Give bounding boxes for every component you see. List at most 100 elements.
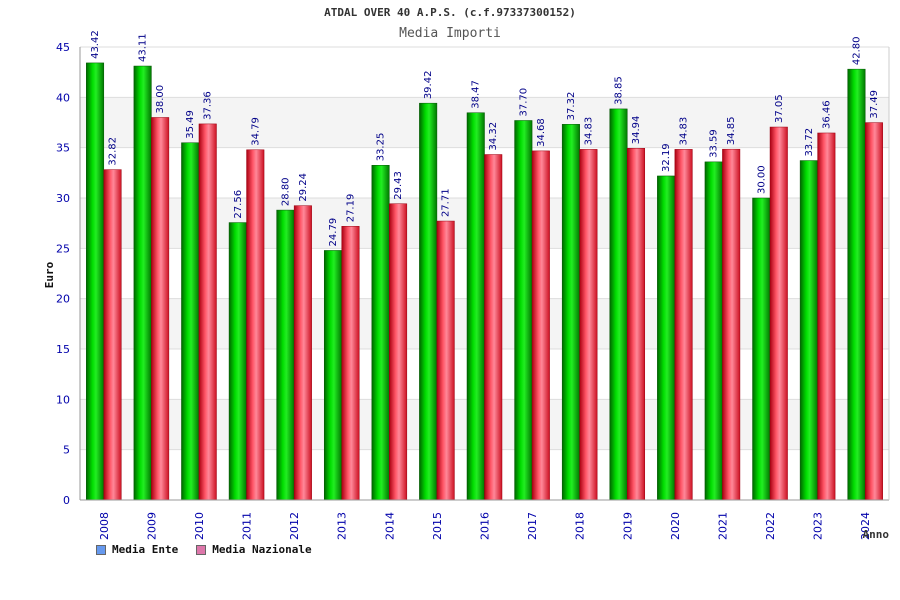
x-tick-label: 2008 <box>98 512 111 540</box>
legend-swatch-icon <box>196 544 207 555</box>
data-label: 34.83 <box>583 117 594 146</box>
bar-media-nazionale[interactable] <box>722 148 741 501</box>
data-label: 43.11 <box>138 33 149 62</box>
bar-media-nazionale[interactable] <box>864 122 883 501</box>
legend-label: Media Nazionale <box>212 543 312 556</box>
data-label: 34.79 <box>250 117 261 146</box>
data-label: 37.36 <box>203 91 214 120</box>
legend-item-media-nazionale[interactable]: Media Nazionale <box>196 543 312 556</box>
bar-media-nazionale[interactable] <box>531 150 550 501</box>
plot-band <box>80 47 889 98</box>
bar-media-ente[interactable] <box>847 68 866 501</box>
bar-media-nazionale[interactable] <box>627 148 646 501</box>
x-tick-label: 2015 <box>431 512 444 540</box>
bar-media-nazionale[interactable] <box>246 149 265 501</box>
bar-media-nazionale[interactable] <box>436 220 455 501</box>
data-label: 39.42 <box>423 71 434 100</box>
bar-media-ente[interactable] <box>133 65 152 501</box>
legend-swatch-icon <box>96 544 106 555</box>
x-tick-label: 2012 <box>288 512 301 540</box>
axes: 0 5 10 15 20 25 30 35 40 45 2008 2009 2010 2011 2012 20… <box>56 41 890 540</box>
y-tick-label: 5 <box>63 444 70 457</box>
data-label: 42.80 <box>851 37 862 66</box>
data-label: 38.00 <box>155 85 166 114</box>
data-label: 29.24 <box>298 173 309 202</box>
data-label: 33.72 <box>804 128 815 157</box>
y-tick-label: 15 <box>56 343 70 356</box>
bar-media-ente[interactable] <box>466 112 485 501</box>
y-axis-label: Euro <box>43 261 56 288</box>
data-label: 37.70 <box>518 88 529 117</box>
bar-media-nazionale[interactable] <box>293 205 312 501</box>
bar-media-nazionale[interactable] <box>817 132 836 501</box>
data-label: 27.71 <box>441 188 452 217</box>
bar-media-ente[interactable] <box>799 160 818 501</box>
bar-media-ente[interactable] <box>276 209 295 501</box>
bar-media-nazionale[interactable] <box>341 226 360 501</box>
data-label: 37.32 <box>566 92 577 121</box>
data-label: 36.46 <box>821 100 832 129</box>
x-tick-label: 2009 <box>145 512 158 540</box>
bar-media-ente[interactable] <box>514 120 533 501</box>
bar-media-ente[interactable] <box>86 62 105 501</box>
bar-media-ente[interactable] <box>181 142 200 501</box>
bar-media-ente[interactable] <box>561 124 580 501</box>
chart-subtitle: Media Importi <box>399 26 501 41</box>
x-tick-label: 2024 <box>859 512 872 540</box>
legend-item-media-ente[interactable]: Media Ente <box>96 543 178 556</box>
bar-media-ente[interactable] <box>419 102 438 501</box>
data-label: 37.49 <box>869 90 880 119</box>
x-tick-label: 2014 <box>383 512 396 540</box>
data-label: 34.94 <box>631 116 642 145</box>
y-tick-label: 45 <box>56 41 70 54</box>
data-label: 30.00 <box>756 165 767 194</box>
x-tick-label: 2016 <box>479 512 492 540</box>
bar-media-nazionale[interactable] <box>674 149 693 501</box>
x-tick-label: 2011 <box>241 512 254 540</box>
data-label: 28.80 <box>280 177 291 206</box>
y-tick-label: 25 <box>56 242 70 255</box>
bar-media-ente[interactable] <box>657 175 676 501</box>
x-tick-label: 2020 <box>669 512 682 540</box>
data-label: 33.25 <box>376 133 387 162</box>
data-label: 27.56 <box>233 190 244 219</box>
y-tick-label: 20 <box>56 293 70 306</box>
x-axis-label: Anno <box>863 528 890 541</box>
y-tick-label: 0 <box>63 494 70 507</box>
x-tick-label: 2018 <box>574 512 587 540</box>
bar-media-ente[interactable] <box>752 197 771 501</box>
bar-media-nazionale[interactable] <box>151 117 170 501</box>
x-tick-label: 2023 <box>812 512 825 540</box>
bar-media-nazionale[interactable] <box>484 154 503 501</box>
data-labels: 43.42 32.82 43.11 38.00 35.49 37.36 27.56 34.79… <box>90 30 880 246</box>
data-label: 27.19 <box>345 194 356 223</box>
x-tick-label: 2010 <box>193 512 206 540</box>
bar-media-nazionale[interactable] <box>389 203 408 501</box>
bar-media-nazionale[interactable] <box>769 126 788 501</box>
data-label: 32.82 <box>108 137 119 166</box>
data-label: 37.05 <box>774 94 785 123</box>
bar-media-ente[interactable] <box>704 161 723 501</box>
x-tick-label: 2017 <box>526 512 539 540</box>
data-label: 34.85 <box>726 117 737 146</box>
bar-media-ente[interactable] <box>609 108 628 501</box>
bar-media-nazionale[interactable] <box>103 169 122 501</box>
x-tick-label: 2019 <box>621 512 634 540</box>
bar-media-nazionale[interactable] <box>198 123 217 501</box>
bar-media-ente[interactable] <box>371 165 390 501</box>
data-label: 35.49 <box>185 110 196 139</box>
bar-media-nazionale[interactable] <box>579 149 598 501</box>
bar-media-ente[interactable] <box>323 250 342 501</box>
data-label: 38.85 <box>614 76 625 105</box>
data-label: 29.43 <box>393 171 404 200</box>
data-label: 34.83 <box>679 117 690 146</box>
data-label: 32.19 <box>661 143 672 172</box>
bar-media-ente[interactable] <box>228 222 247 501</box>
data-label: 43.42 <box>90 30 101 59</box>
x-tick-label: 2021 <box>716 512 729 540</box>
data-label: 33.59 <box>709 129 720 158</box>
chart-title: ATDAL OVER 40 A.P.S. (c.f.97337300152) <box>324 6 576 19</box>
data-label: 38.47 <box>471 80 482 109</box>
legend: Media Ente Media Nazionale <box>96 543 312 556</box>
